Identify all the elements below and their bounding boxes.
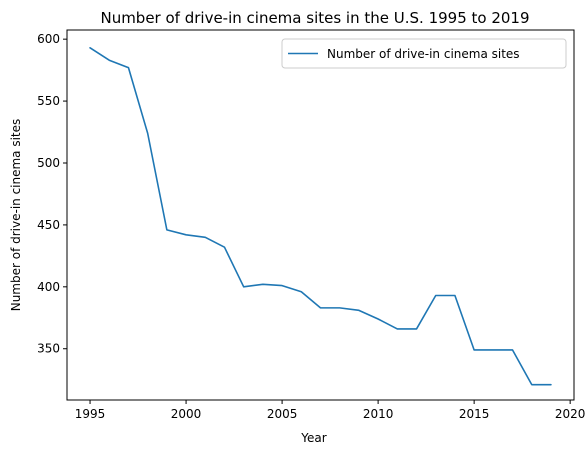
- series-layer: [89, 47, 552, 386]
- x-tick-label: 2020: [555, 407, 585, 421]
- legend-label: Number of drive-in cinema sites: [327, 47, 520, 61]
- legend: Number of drive-in cinema sites: [281, 38, 567, 69]
- x-tick-label: 1995: [75, 407, 106, 421]
- y-axis: 350 400 450 500 550 600: [37, 32, 67, 356]
- x-axis: 1995 2000 2005 2010 2015 2020: [75, 400, 585, 421]
- series-line: [89, 47, 552, 386]
- x-tick-label: 2015: [459, 407, 490, 421]
- y-tick-label: 450: [37, 218, 60, 232]
- y-axis-label: Number of drive-in cinema sites: [9, 119, 23, 312]
- x-tick-label: 2010: [363, 407, 394, 421]
- chart-title: Number of drive-in cinema sites in the U…: [100, 9, 529, 27]
- plot-frame: [66, 29, 575, 401]
- x-tick-label: 2005: [267, 407, 298, 421]
- y-tick-label: 350: [37, 342, 60, 356]
- y-tick-label: 600: [37, 32, 60, 46]
- y-tick-label: 500: [37, 156, 60, 170]
- legend-box: [281, 38, 567, 69]
- y-tick-label: 400: [37, 280, 60, 294]
- y-tick-label: 550: [37, 94, 60, 108]
- plot-area: [66, 29, 575, 401]
- x-tick-label: 2000: [171, 407, 202, 421]
- x-axis-label: Year: [300, 431, 326, 445]
